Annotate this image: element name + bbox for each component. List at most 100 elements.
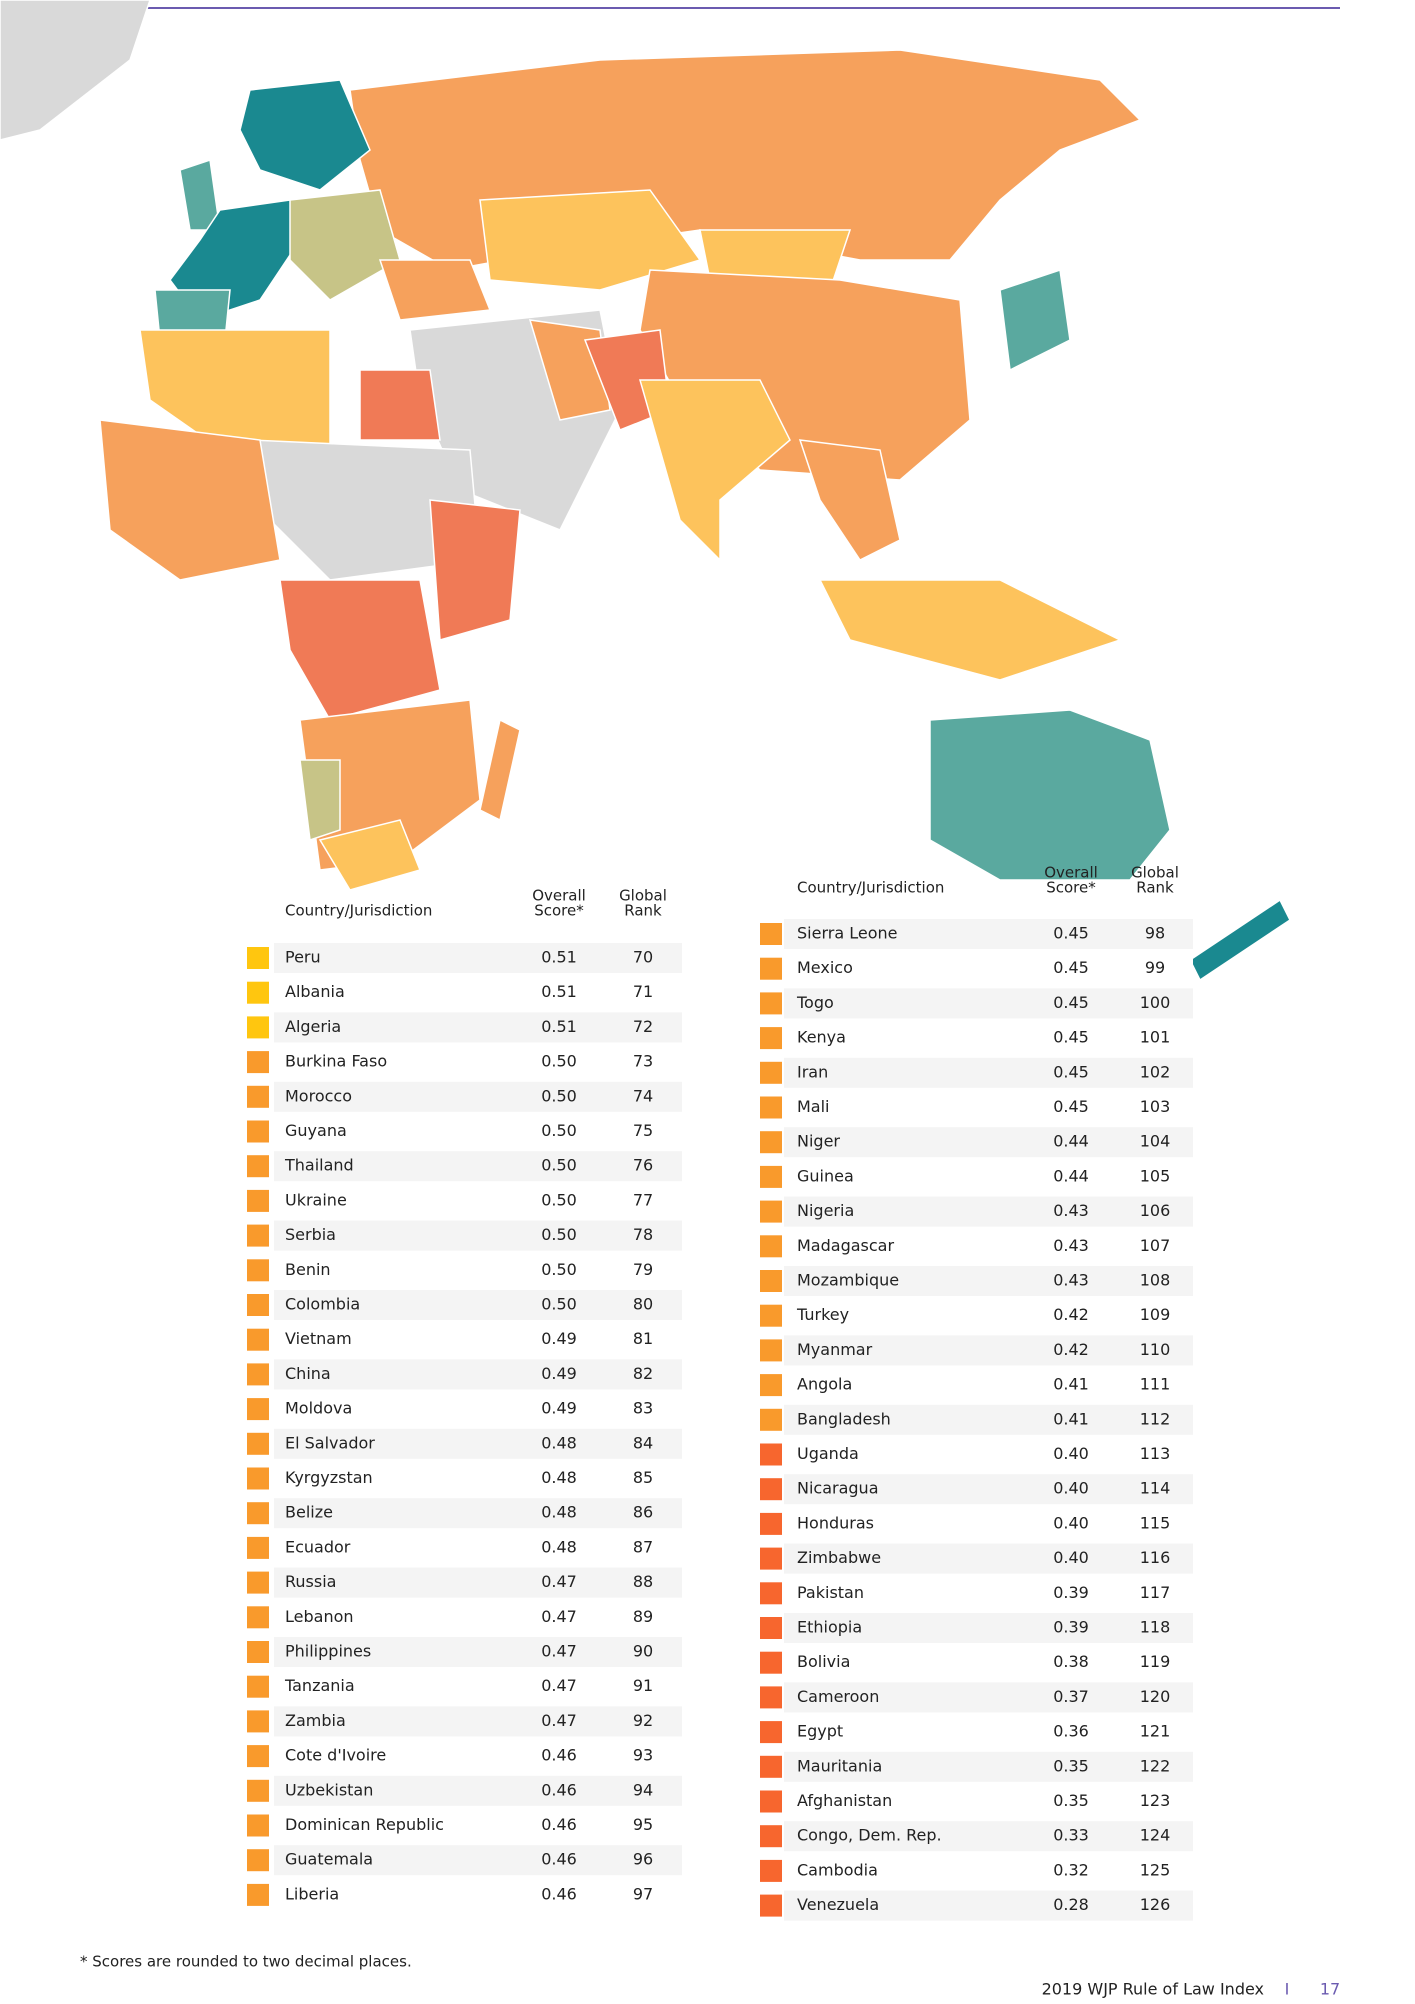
row-band [784,953,1193,984]
country-name: Mauritania [797,1756,882,1775]
global-rank: 97 [633,1884,653,1903]
column-header: Country/Jurisdiction [797,879,944,897]
color-swatch [247,1849,269,1872]
overall-score: 0.47 [541,1676,577,1695]
row-band [784,1682,1193,1713]
row-band [274,1671,682,1702]
overall-score: 0.50 [541,1121,577,1140]
country-name: Kenya [797,1028,846,1047]
color-swatch [247,1467,269,1490]
color-swatch [760,1755,782,1778]
country-name: Thailand [284,1156,354,1175]
country-name: Mexico [797,958,853,977]
overall-score: 0.47 [541,1607,577,1626]
overall-score: 0.48 [541,1503,577,1522]
row-band [784,1196,1193,1227]
global-rank: 72 [633,1017,653,1036]
overall-score: 0.49 [541,1364,577,1383]
color-swatch [760,957,782,980]
country-name: Serbia [285,1225,336,1244]
row-band [274,1255,682,1286]
row-band [784,1092,1193,1123]
row-band [784,1127,1193,1158]
global-rank: 92 [633,1711,653,1730]
global-rank: 116 [1140,1548,1171,1567]
country-name: Cote d'Ivoire [285,1746,386,1765]
row-band [274,1428,682,1459]
country-name: Honduras [797,1513,874,1532]
overall-score: 0.42 [1053,1340,1089,1359]
color-swatch [247,1259,269,1282]
overall-score: 0.50 [541,1225,577,1244]
global-rank: 76 [633,1156,653,1175]
global-rank: 74 [633,1086,653,1105]
row-band [784,1821,1193,1852]
overall-score: 0.49 [541,1399,577,1418]
global-rank: 70 [633,948,653,967]
overall-score: 0.43 [1053,1236,1089,1255]
overall-score: 0.40 [1053,1548,1089,1567]
global-rank: 102 [1140,1062,1171,1081]
color-swatch [760,1721,782,1744]
overall-score: 0.50 [541,1156,577,1175]
global-rank: 119 [1140,1652,1171,1671]
country-name: Togo [796,993,834,1012]
overall-score: 0.39 [1053,1583,1089,1602]
global-rank: 90 [633,1642,653,1661]
color-swatch [760,1512,782,1535]
row-band [784,1370,1193,1401]
overall-score: 0.46 [541,1746,577,1765]
country-name: Cameroon [797,1687,879,1706]
global-rank: 100 [1140,993,1171,1012]
global-rank: 104 [1140,1132,1171,1151]
country-name: Liberia [285,1884,339,1903]
page-number: 17 [1320,1980,1340,1999]
color-swatch [247,1883,269,1906]
overall-score: 0.38 [1053,1652,1089,1671]
overall-score: 0.46 [541,1815,577,1834]
overall-score: 0.48 [541,1433,577,1452]
footnote: * Scores are rounded to two decimal plac… [80,1953,412,1971]
row-band [784,1300,1193,1331]
color-swatch [760,1547,782,1570]
overall-score: 0.50 [541,1190,577,1209]
column-header: Rank [1136,879,1174,897]
country-name: Lebanon [285,1607,354,1626]
row-band [274,1047,682,1078]
color-swatch [760,1374,782,1397]
color-swatch [247,1606,269,1629]
row-band [784,1543,1193,1574]
color-swatch [247,947,269,969]
color-swatch [760,1894,782,1917]
color-swatch [247,1085,269,1108]
overall-score: 0.45 [1053,1028,1089,1047]
row-band [784,1717,1193,1748]
country-name: Cambodia [797,1860,878,1879]
row-band [274,1741,682,1772]
global-rank: 78 [633,1225,653,1244]
global-rank: 89 [633,1607,653,1626]
color-swatch [247,1710,269,1733]
country-name: Afghanistan [797,1791,892,1810]
country-name: Guinea [797,1166,854,1185]
country-name: Kyrgyzstan [285,1468,373,1487]
row-band [274,1220,682,1251]
color-swatch [247,1502,269,1525]
row-band [784,1266,1193,1296]
overall-score: 0.40 [1053,1479,1089,1498]
country-name: Zimbabwe [797,1548,881,1567]
country-name: Zambia [285,1711,346,1730]
score-tables: Country/JurisdictionOverallScore*GlobalR… [247,864,1193,1921]
global-rank: 95 [633,1815,653,1834]
overall-score: 0.41 [1053,1375,1089,1394]
country-name: Angola [797,1375,852,1394]
country-name: Venezuela [797,1895,879,1914]
row-band [274,943,682,973]
column-header: Score* [534,902,584,920]
row-band [274,1359,682,1390]
global-rank: 85 [633,1468,653,1487]
color-swatch [247,1051,269,1074]
color-swatch [760,1131,782,1154]
color-swatch [760,1339,782,1362]
color-swatch [247,981,269,1004]
